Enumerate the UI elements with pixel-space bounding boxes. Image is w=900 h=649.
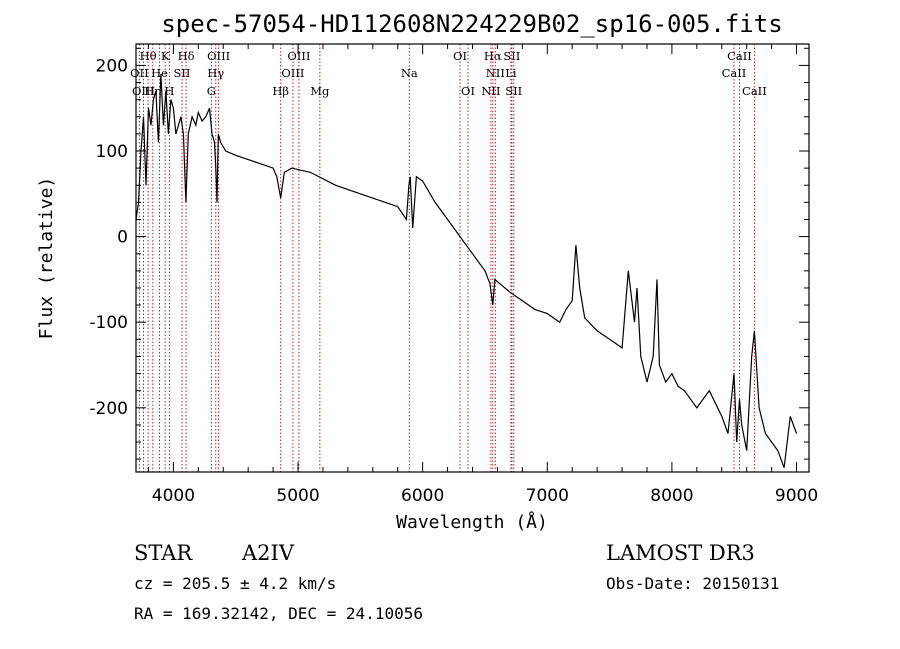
- y-tick-label: 0: [117, 228, 128, 248]
- x-tick-label: 7000: [526, 486, 569, 506]
- spectral-line-label: CaII: [742, 84, 767, 98]
- y-axis-label: Flux (relative): [36, 177, 57, 340]
- survey-name: LAMOST DR3: [606, 541, 755, 565]
- object-subclass: A2IV: [241, 541, 295, 565]
- object-class: STAR: [134, 541, 193, 565]
- spectral-line-label: OIII: [207, 49, 230, 63]
- y-tick-label: 100: [96, 142, 128, 162]
- spectral-line-label: G: [207, 84, 216, 98]
- x-axis-label: Wavelength (Å): [396, 511, 548, 533]
- spectral-line-label: SII: [174, 66, 191, 80]
- spectral-line-label: SII: [503, 49, 520, 63]
- spectral-line-label: Mg: [310, 84, 330, 98]
- obs-date: Obs-Date: 20150131: [606, 574, 779, 593]
- chart-title: spec-57054-HD112608N224229B02_sp16-005.f…: [161, 10, 782, 38]
- flux-series-line: [135, 73, 798, 468]
- y-axis-ticks: 200 100 0 -100 -200: [89, 47, 809, 460]
- spectral-line-label: Hθ: [140, 49, 157, 63]
- y-tick-label: 200: [96, 56, 128, 76]
- spectral-line-label: H: [164, 84, 174, 98]
- spectral-line-label: Hγ: [207, 66, 224, 80]
- spectral-line-label: OI: [453, 49, 467, 63]
- spectral-line-label: Hδ: [178, 49, 195, 63]
- plot-frame: [135, 43, 810, 473]
- spectral-line-label: CaII: [722, 66, 747, 80]
- spectral-line-label: SII: [505, 84, 522, 98]
- redshift-cz: cz = 205.5 ± 4.2 km/s: [134, 574, 336, 593]
- spectral-line-label: OII: [130, 66, 149, 80]
- spectral-line-label: OIII: [281, 66, 304, 80]
- x-tick-label: 5000: [276, 486, 319, 506]
- spectral-line-label: CaII: [727, 49, 752, 63]
- y-tick-label: -100: [89, 313, 128, 333]
- x-tick-label: 4000: [152, 486, 195, 506]
- spectral-line-label: OIII: [287, 49, 310, 63]
- spectral-line-label: Na: [401, 66, 418, 80]
- spectral-line-label: NII: [486, 66, 505, 80]
- spectral-line-label: K: [161, 49, 170, 63]
- x-axis-ticks: 4000 5000 6000 7000 8000 9000: [147, 44, 818, 506]
- spectral-line-label: OIII: [132, 84, 155, 98]
- x-tick-label: 8000: [650, 486, 693, 506]
- spectral-line-label: OI: [461, 84, 475, 98]
- spectral-line-label: Hβ: [272, 84, 289, 98]
- spectral-line-label: NII: [481, 84, 500, 98]
- y-tick-label: -200: [89, 399, 128, 419]
- spectral-line-label: Hα: [484, 49, 502, 63]
- spectral-line-label: Hη: [144, 84, 161, 98]
- x-tick-label: 6000: [401, 486, 444, 506]
- spectral-line-label: Li: [505, 66, 517, 80]
- spectral-line-label: He: [151, 66, 168, 80]
- x-tick-label: 9000: [775, 486, 818, 506]
- coordinates: RA = 169.32142, DEC = 24.10056: [134, 604, 423, 623]
